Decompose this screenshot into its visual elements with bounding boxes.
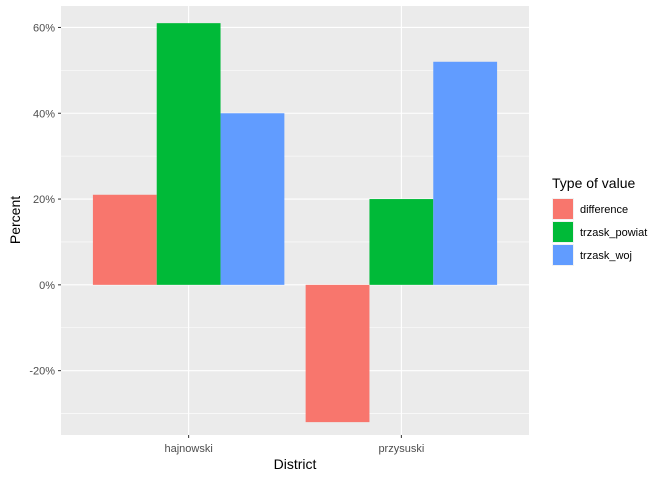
bar-difference-hajnowski xyxy=(92,194,157,285)
y-axis-ticks: -20% 0% 20% 40% 60% xyxy=(29,22,61,378)
x-axis-ticks: hajnowski przysuski xyxy=(164,435,424,455)
bar-trzask_powiat-przysuski xyxy=(369,199,434,285)
x-axis-title: District xyxy=(274,456,317,472)
y-tick-label: 0% xyxy=(39,280,55,292)
y-axis-title: Percent xyxy=(7,196,23,244)
bar-trzask_powiat-hajnowski xyxy=(156,23,221,285)
bars xyxy=(92,23,498,423)
legend-items: difference trzask_powiat trzask_woj xyxy=(552,198,647,266)
legend-swatch-difference xyxy=(553,199,573,219)
legend-label-trzask_woj: trzask_woj xyxy=(580,250,632,262)
legend-title: Type of value xyxy=(552,175,635,191)
y-tick-label: -20% xyxy=(29,366,55,378)
bar-trzask_woj-przysuski xyxy=(433,61,498,285)
bar-trzask_woj-hajnowski xyxy=(220,113,285,285)
y-tick-label: 40% xyxy=(33,108,55,120)
y-tick-label: 20% xyxy=(33,194,55,206)
x-tick-label: przysuski xyxy=(378,443,424,455)
x-tick-label: hajnowski xyxy=(164,443,212,455)
legend-label-difference: difference xyxy=(580,204,628,216)
bar-difference-przysuski xyxy=(305,284,370,423)
legend: Type of value difference trzask_powiattrz… xyxy=(552,175,647,266)
y-tick-label: 60% xyxy=(33,22,55,34)
legend-swatch-trzask_powiat xyxy=(553,222,573,242)
legend-swatch-trzask_woj xyxy=(553,245,573,265)
legend-label-trzask_powiat: trzask_powiat xyxy=(580,227,647,239)
